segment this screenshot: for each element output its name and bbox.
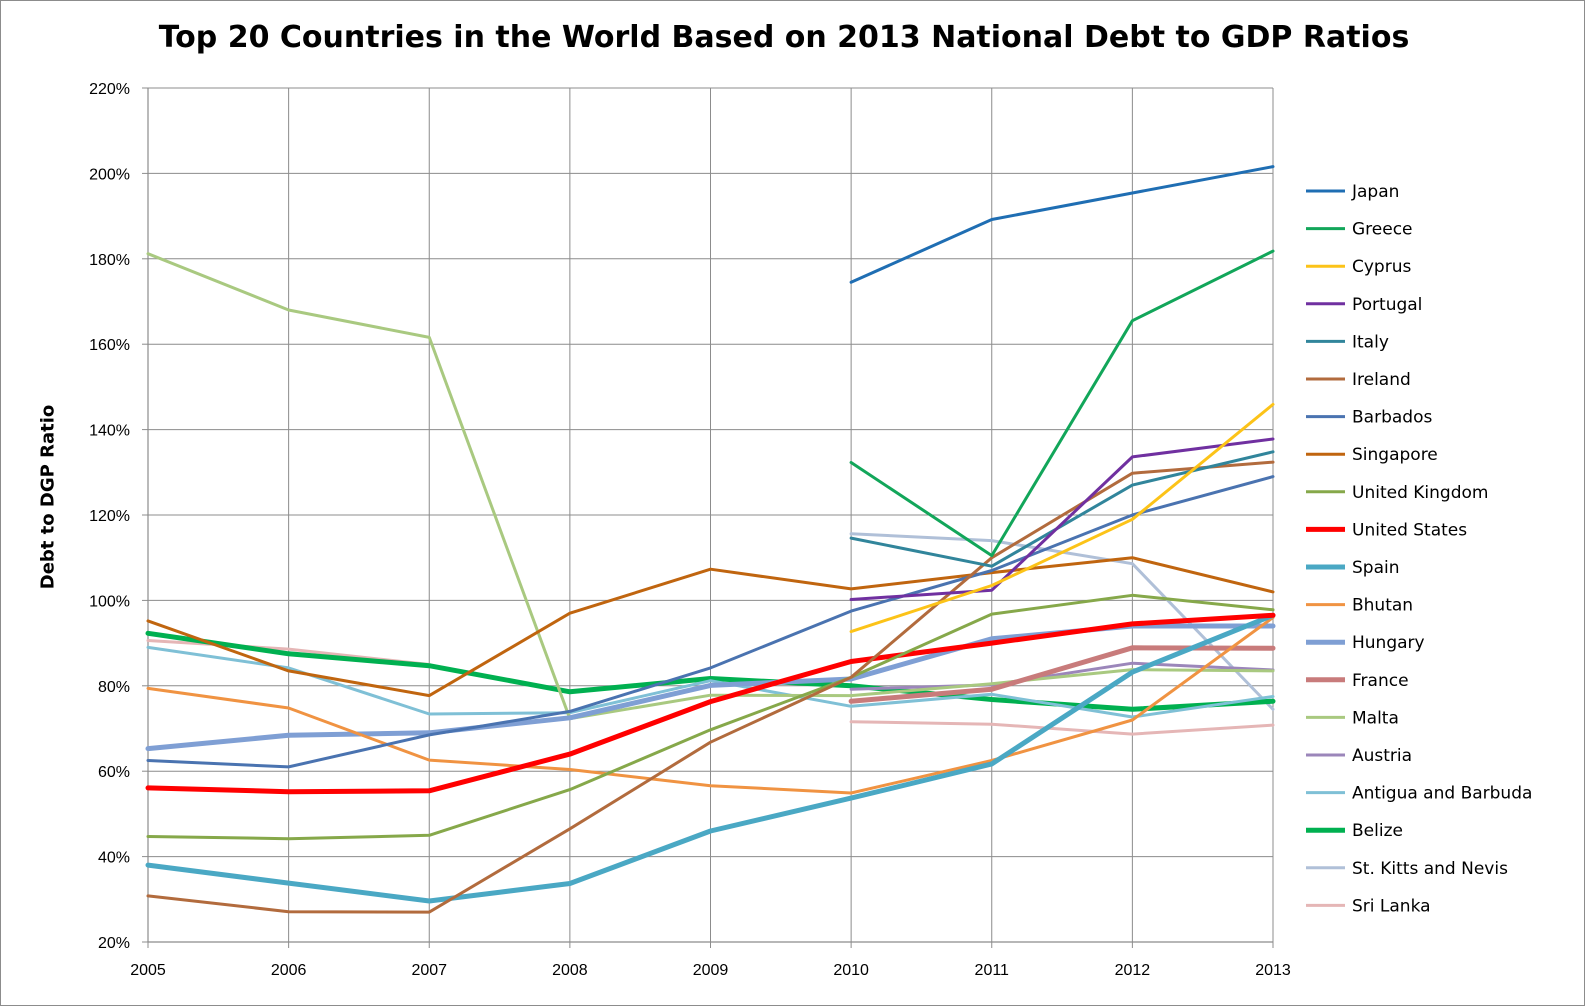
grid-lines <box>147 87 1274 943</box>
series-line-bhutan <box>146 616 1275 795</box>
y-tick-label: 160% <box>89 337 130 354</box>
series-lines <box>145 165 1276 914</box>
legend-label-united-states: United States <box>1352 520 1467 540</box>
series-line-singapore <box>146 556 1275 698</box>
legend-label-italy: Italy <box>1352 332 1389 352</box>
y-tick-label: 200% <box>89 166 130 183</box>
y-tick-label: 100% <box>89 593 130 610</box>
legend-label-ireland: Ireland <box>1352 370 1411 390</box>
series-line-spain <box>145 612 1276 904</box>
tick-labels: 20% 40% 60% 80% 100% 120% 140% 160% 180% 200% 220%… <box>89 81 1291 979</box>
series-line-malta <box>146 252 1275 721</box>
x-tick-label: 2006 <box>271 962 307 979</box>
x-tick-label: 2007 <box>411 962 447 979</box>
y-tick-label: 20% <box>98 935 130 952</box>
series-line-france <box>848 645 1276 704</box>
y-tick-label: 80% <box>98 679 130 696</box>
legend-label-antigua-and-barbuda: Antigua and Barbuda <box>1352 784 1532 804</box>
legend-label-greece: Greece <box>1352 220 1413 240</box>
series-line-austria <box>849 661 1275 691</box>
x-tick-label: 2008 <box>552 962 588 979</box>
legend-label-belize: Belize <box>1352 821 1403 841</box>
legend-label-singapore: Singapore <box>1352 445 1438 465</box>
series-line-cyprus <box>849 402 1275 634</box>
legend-label-austria: Austria <box>1352 746 1412 766</box>
series-line-japan <box>849 165 1275 284</box>
y-tick-label: 220% <box>89 81 130 98</box>
series-line-belize <box>145 630 1276 712</box>
series-line-antigua-and-barbuda <box>146 645 1275 719</box>
x-tick-label: 2013 <box>1255 962 1291 979</box>
legend-label-japan: Japan <box>1351 182 1399 202</box>
x-tick-label: 2009 <box>693 962 729 979</box>
y-tick-label: 140% <box>89 423 130 440</box>
legend-label-cyprus: Cyprus <box>1352 257 1411 277</box>
x-tick-label: 2012 <box>1115 962 1151 979</box>
legend-label-hungary: Hungary <box>1352 633 1425 653</box>
series-line-united-states <box>145 612 1276 795</box>
x-tick-label: 2005 <box>130 962 166 979</box>
legend-label-malta: Malta <box>1352 708 1399 728</box>
series-line-barbados <box>146 475 1275 769</box>
legend-label-bhutan: Bhutan <box>1352 596 1413 616</box>
legend: Japan Greece Cyprus Portugal Italy Ireland Bar… <box>1306 182 1532 916</box>
y-tick-label: 180% <box>89 252 130 269</box>
series-line-italy <box>849 450 1275 568</box>
legend-label-sri-lanka: Sri Lanka <box>1352 896 1431 916</box>
legend-label-united-kingdom: United Kingdom <box>1352 483 1488 503</box>
series-line-greece <box>849 249 1275 558</box>
series-line-portugal <box>849 437 1275 601</box>
legend-label-spain: Spain <box>1352 558 1400 578</box>
legend-label-portugal: Portugal <box>1352 295 1422 315</box>
chart-title: Top 20 Countries in the World Based on 2… <box>158 20 1410 55</box>
y-tick-label: 40% <box>98 850 130 867</box>
x-tick-label: 2010 <box>833 962 869 979</box>
axes <box>142 87 1274 948</box>
x-tick-label: 2011 <box>975 962 1010 979</box>
series-line-united-kingdom <box>146 593 1275 841</box>
legend-label-st-kitts-and-nevis: St. Kitts and Nevis <box>1352 859 1508 879</box>
y-tick-label: 60% <box>98 764 130 781</box>
legend-label-france: France <box>1352 671 1409 691</box>
legend-label-barbados: Barbados <box>1352 408 1432 428</box>
y-tick-label: 120% <box>89 508 130 525</box>
